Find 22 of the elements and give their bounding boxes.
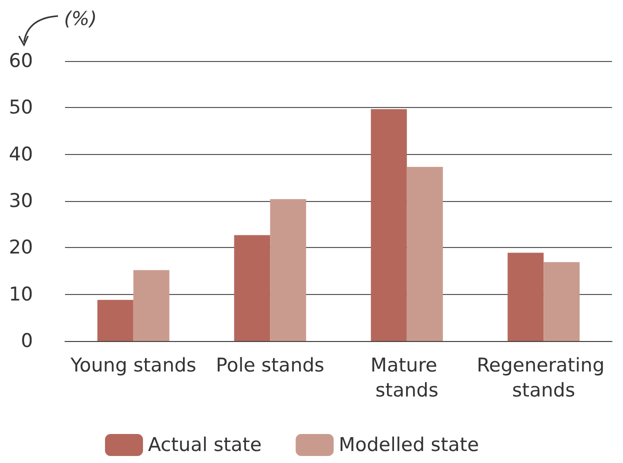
legend-label: Modelled state <box>338 434 479 456</box>
x-tick-label: Young stands <box>69 354 196 376</box>
bar <box>234 235 270 341</box>
bar <box>544 262 580 341</box>
y-tick-label: 40 <box>8 143 33 166</box>
x-tick-label: Pole stands <box>216 354 324 376</box>
y-tick-label: 60 <box>8 50 33 72</box>
y-tick-label: 20 <box>8 236 33 259</box>
bar <box>97 300 134 341</box>
y-tick-label: 50 <box>8 96 33 119</box>
bar <box>370 109 407 341</box>
y-tick-label: 10 <box>8 283 33 306</box>
y-tick-label: 30 <box>8 190 33 212</box>
bar <box>508 252 544 341</box>
bar <box>133 270 170 341</box>
bar <box>270 199 306 341</box>
x-tick-label: Mature stands <box>370 354 444 402</box>
y-tick-label: 0 <box>20 330 33 352</box>
y-axis-title: (%) <box>64 8 97 30</box>
bar <box>406 166 443 341</box>
legend-label: Actual state <box>148 434 262 456</box>
x-tick-label: Regenerating stands <box>476 354 611 402</box>
